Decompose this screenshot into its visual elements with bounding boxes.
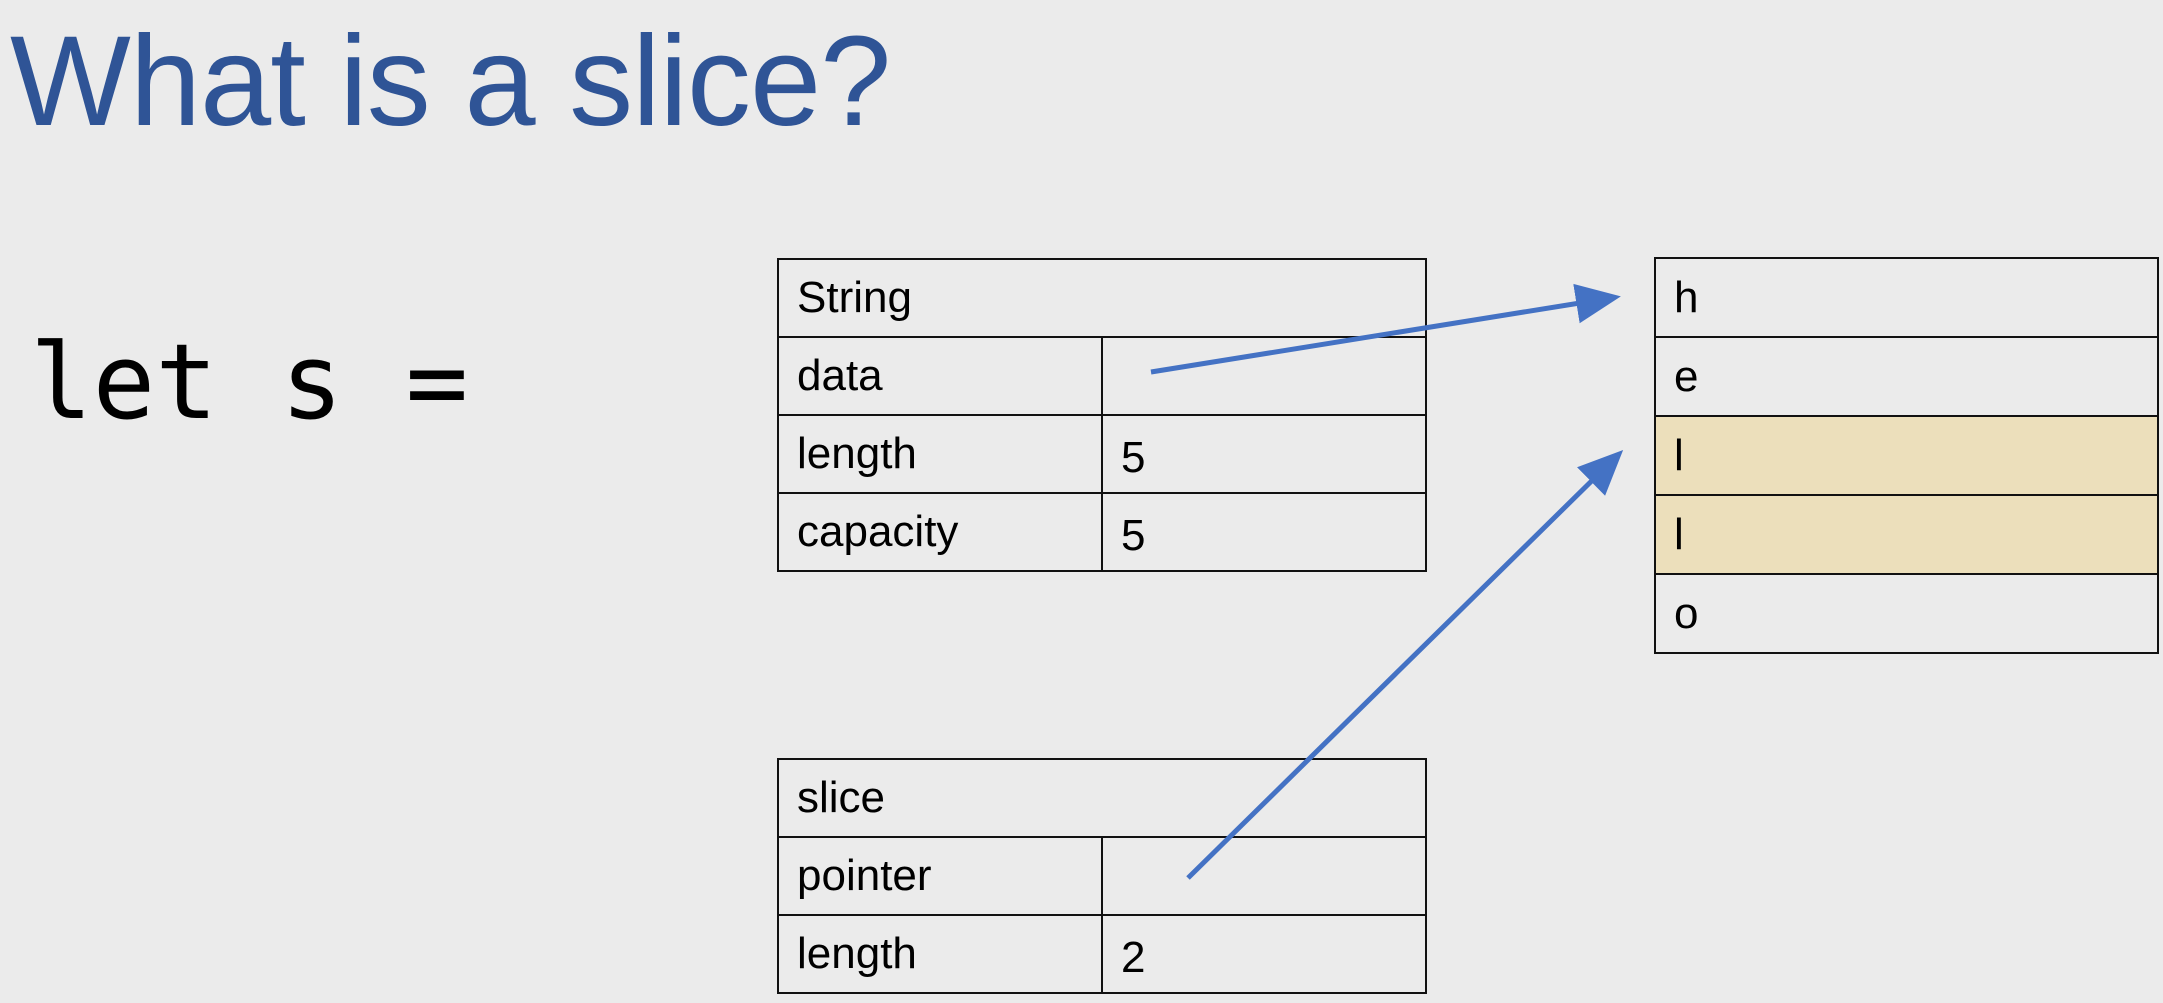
heap-cell: h bbox=[1654, 257, 2159, 338]
string-header: String bbox=[776, 258, 1428, 338]
heap-cell-row: o bbox=[1654, 573, 2159, 654]
slide-title: What is a slice? bbox=[10, 10, 891, 153]
string-row-length: length 5 bbox=[777, 414, 1428, 494]
string-row-data: data bbox=[777, 336, 1428, 416]
heap-cell-row: h bbox=[1654, 257, 2159, 338]
string-field-label: data bbox=[777, 336, 1103, 416]
string-struct-box: String data length 5 capacity 5 bbox=[776, 258, 1428, 572]
slice-header: slice bbox=[777, 758, 1427, 838]
string-field-value: 5 bbox=[1100, 492, 1428, 572]
slice-row-length: length 2 bbox=[777, 914, 1427, 994]
heap-cell: o bbox=[1654, 573, 2159, 654]
slice-row-pointer: pointer bbox=[777, 836, 1427, 916]
slice-header-row: slice bbox=[777, 758, 1427, 838]
string-field-label: length bbox=[777, 414, 1103, 494]
slice-struct-box: slice pointer length 2 bbox=[777, 758, 1427, 994]
heap-cell-highlighted: l bbox=[1654, 494, 2159, 575]
string-data-pointer-cell bbox=[1100, 336, 1428, 416]
string-field-value: 5 bbox=[1100, 414, 1428, 494]
heap-cell: e bbox=[1654, 336, 2159, 417]
heap-cell-highlighted: l bbox=[1654, 415, 2159, 496]
slice-field-value: 2 bbox=[1101, 914, 1427, 994]
heap-cell-row: l bbox=[1654, 494, 2159, 575]
string-field-label: capacity bbox=[777, 492, 1103, 572]
code-snippet: let s = bbox=[30, 321, 469, 443]
heap-cell-row: e bbox=[1654, 336, 2159, 417]
slice-pointer-cell bbox=[1101, 836, 1427, 916]
heap-cell-row: l bbox=[1654, 415, 2159, 496]
heap-buffer: h e l l o bbox=[1654, 257, 2159, 654]
string-row-capacity: capacity 5 bbox=[777, 492, 1428, 572]
slice-field-label: length bbox=[777, 914, 1103, 994]
slice-field-label: pointer bbox=[777, 836, 1103, 916]
string-header-row: String bbox=[776, 258, 1428, 338]
